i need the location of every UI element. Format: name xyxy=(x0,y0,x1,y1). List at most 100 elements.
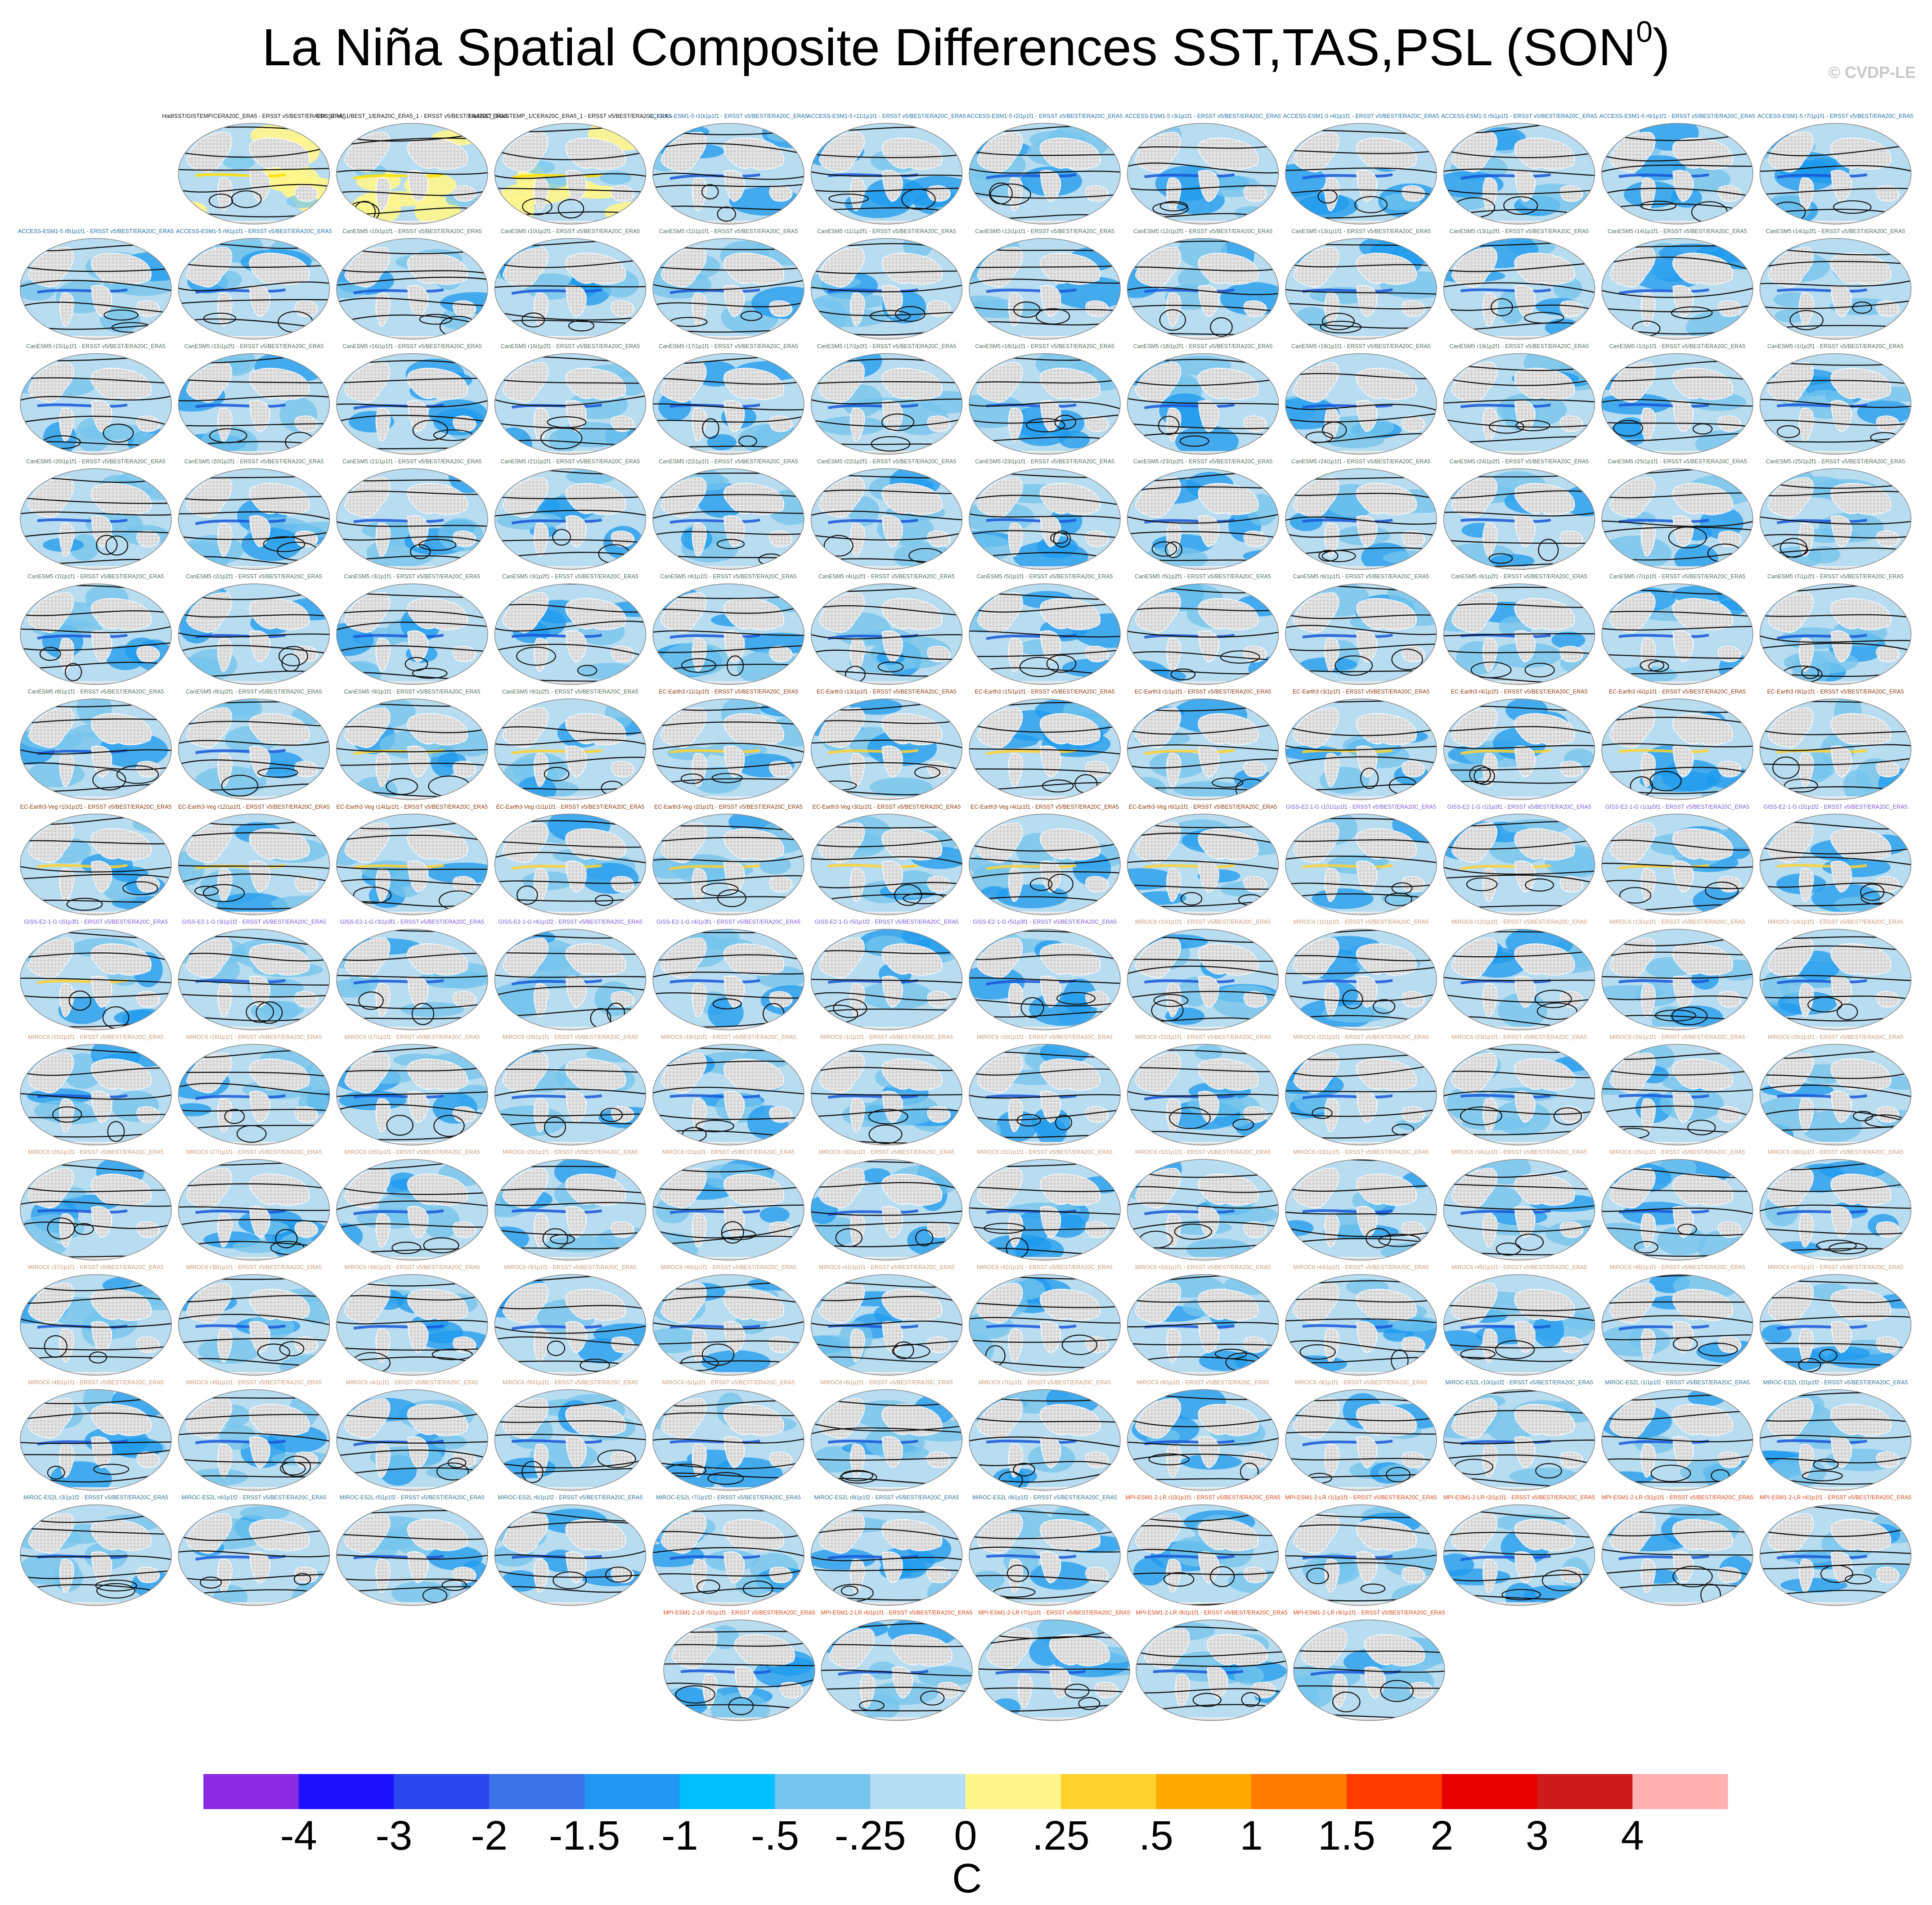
psl-contour xyxy=(1127,1108,1279,1115)
psl-contour xyxy=(653,172,804,180)
psl-contour xyxy=(494,952,646,955)
equatorial-anomaly xyxy=(511,173,602,179)
map-panel: CanESM5 r2i1p2f1 - ERSST v5/BEST/ERA20C_… xyxy=(178,573,330,685)
psl-contour xyxy=(969,748,1120,755)
psl-contour xyxy=(494,1325,646,1334)
land-mass xyxy=(217,753,233,787)
land-mass xyxy=(927,300,951,317)
equatorial-anomaly xyxy=(1618,749,1709,753)
map-border xyxy=(1127,1159,1279,1261)
psl-contour xyxy=(1501,1589,1541,1601)
psl-contour xyxy=(1602,527,1753,534)
panel-label: CanESM5 r3i1p1f1 - ERSST v5/BEST/ERA20C_… xyxy=(344,573,481,580)
psl-contour xyxy=(337,1436,488,1444)
land-mass xyxy=(28,247,74,288)
land-mass xyxy=(217,638,233,672)
psl-contour xyxy=(20,395,171,402)
colorbar-tick-label: .25 xyxy=(1032,1813,1090,1859)
panel-label: MIROC6 r27i1p1f1 - ERSST v5/BEST/ERA20C_… xyxy=(186,1149,322,1155)
psl-contour xyxy=(337,536,488,545)
anomaly-patch xyxy=(279,1354,330,1375)
psl-contour xyxy=(47,1466,65,1480)
psl-contour xyxy=(1013,301,1041,318)
psl-contour xyxy=(664,1678,815,1688)
anomaly-patch xyxy=(653,1232,698,1261)
psl-contour xyxy=(1602,1548,1753,1556)
land-mass xyxy=(28,822,74,863)
map-panel: MIROC-ES2L r5i1p1f2 - ERSST v5/BEST/ERA2… xyxy=(336,1495,488,1606)
land-mass xyxy=(1640,1558,1656,1593)
psl-contour xyxy=(1334,655,1373,676)
land-mass xyxy=(1672,1404,1733,1436)
land-mass xyxy=(769,185,793,202)
map-border xyxy=(821,1619,973,1721)
land-mass xyxy=(407,252,468,285)
anomaly-patch xyxy=(759,856,791,874)
land-mass xyxy=(671,1628,718,1669)
psl-contour xyxy=(1760,261,1911,269)
land-mass xyxy=(1799,638,1814,672)
psl-contour xyxy=(1852,301,1872,314)
land-mass xyxy=(1672,976,1694,1008)
panel-label: MPI-ESM1-2-LR r9i1p1f1 - ERSST v5/BEST/E… xyxy=(1293,1609,1445,1616)
land-mass xyxy=(1402,1451,1425,1468)
psl-contour xyxy=(1285,412,1437,423)
map-panel: MIROC6 r33i1p1f1 - ERSST v5/BEST/ERA20C_… xyxy=(1285,1149,1437,1261)
land-mass xyxy=(611,300,635,317)
colorbar-tick-label: 0 xyxy=(954,1813,977,1859)
land-mass xyxy=(850,1213,865,1247)
equatorial-anomaly xyxy=(37,403,128,408)
land-mass xyxy=(1640,983,1656,1017)
psl-contour xyxy=(811,762,962,771)
map-border xyxy=(1601,583,1753,685)
land-mass xyxy=(249,252,310,285)
anomaly-patch xyxy=(917,1666,972,1687)
panel-label: ACCESS-ESM1-5 r5i1p1f1 - ERSST v5/BEST/E… xyxy=(1441,113,1597,119)
map-panel: MIROC6 r18i1p1f1 - ERSST v5/BEST/ERA20C_… xyxy=(494,1034,647,1146)
land-mass xyxy=(1483,522,1498,557)
panel-label: EC-Earth3-Veg r12i1p1f1 - ERSST v5/BEST/… xyxy=(178,804,330,810)
equatorial-anomaly xyxy=(669,749,760,754)
panel-label: CanESM5 r16i1p2f1 - ERSST v5/BEST/ERA20C… xyxy=(501,343,640,350)
land-mass xyxy=(1293,822,1339,863)
psl-contour xyxy=(717,206,736,222)
anomaly-patch xyxy=(1175,425,1239,455)
psl-contour xyxy=(178,721,330,728)
map-border xyxy=(810,123,963,225)
psl-contour xyxy=(66,897,103,911)
map-border xyxy=(1443,814,1595,915)
land-mass xyxy=(692,638,707,672)
land-mass xyxy=(780,1682,804,1698)
land-mass xyxy=(1830,1206,1852,1238)
map-panel: MIROC6 r28i1p1f1 - ERSST v5/BEST/ERA20C_… xyxy=(336,1149,488,1261)
equatorial-anomaly xyxy=(986,173,1077,180)
land-mass xyxy=(927,991,951,1008)
map-border xyxy=(1127,1389,1279,1491)
panel-label: MIROC6 r3i1p1f1 - ERSST v5/BEST/ERA20C_E… xyxy=(504,1264,636,1270)
psl-contour xyxy=(969,167,1120,174)
psl-contour xyxy=(423,1237,459,1253)
land-mass xyxy=(565,368,626,400)
map-border xyxy=(1601,1044,1753,1146)
psl-contour xyxy=(1443,1545,1595,1555)
equatorial-anomaly xyxy=(37,1439,128,1446)
equatorial-anomaly xyxy=(1618,403,1709,408)
psl-contour xyxy=(1602,287,1753,298)
land-mass xyxy=(565,483,626,515)
panel-label: MIROC-ES2L r2i1p1f2 - ERSST v5/BEST/ERA2… xyxy=(1763,1379,1908,1386)
map-panel: CanESM5 r24i1p2f1 - ERSST v5/BEST/ERA20C… xyxy=(1443,458,1595,570)
panel-label: MIROC6 r45i1p1f1 - ERSST v5/BEST/ERA20C_… xyxy=(1451,1264,1587,1270)
land-mass xyxy=(565,252,626,285)
map-border xyxy=(494,928,647,1031)
land-mass xyxy=(90,483,152,515)
psl-contour xyxy=(811,284,962,293)
anomaly-patch xyxy=(1062,658,1120,677)
psl-contour xyxy=(1602,1185,1753,1192)
land-mass xyxy=(1085,761,1109,778)
panel-label: MPI-ESM1-2-LR r8i1p1f1 - ERSST v5/BEST/E… xyxy=(1136,1609,1287,1616)
map-border xyxy=(1285,1044,1437,1146)
land-mass xyxy=(1876,415,1900,432)
land-mass xyxy=(1085,646,1109,662)
psl-contour xyxy=(494,739,646,746)
anomaly-patch xyxy=(759,1207,790,1223)
